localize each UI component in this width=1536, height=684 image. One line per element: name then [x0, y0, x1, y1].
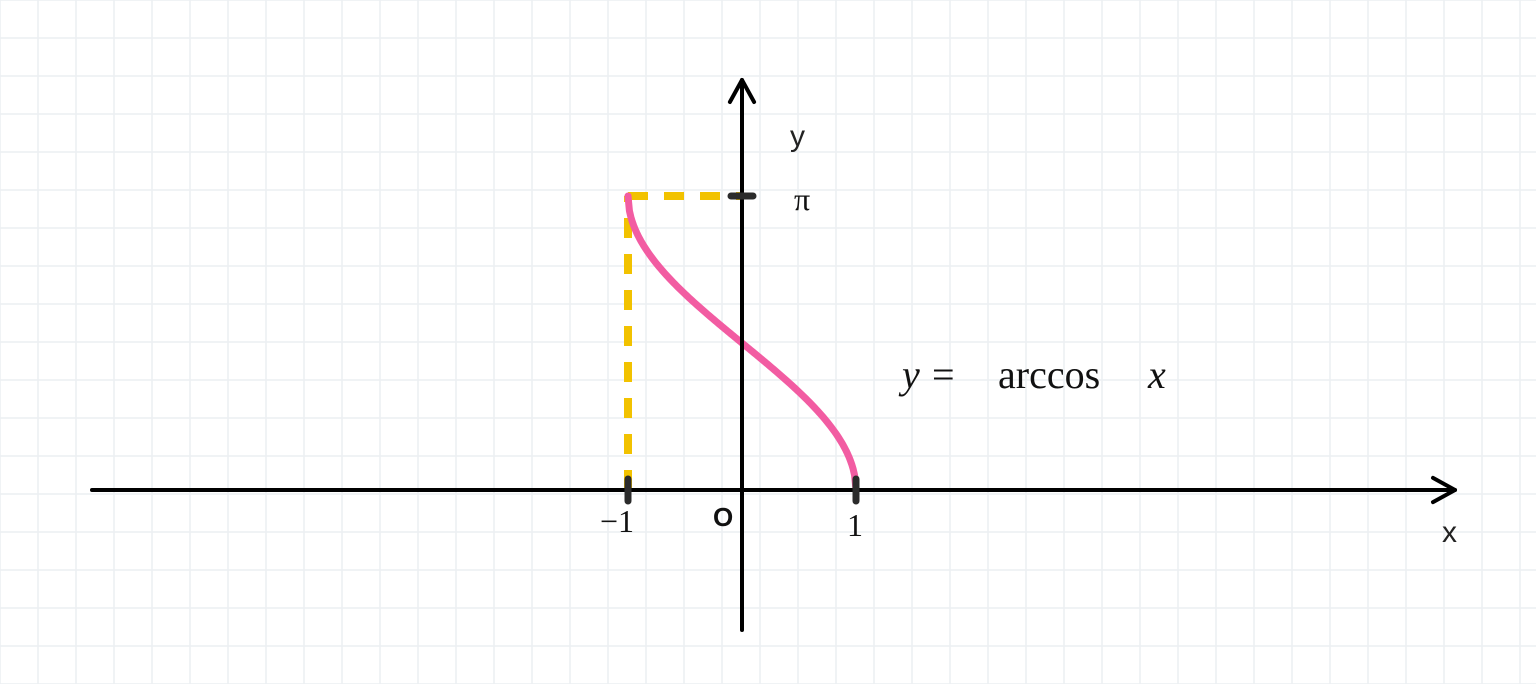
label-pi: π: [794, 181, 810, 217]
label-formula_eq: =: [932, 352, 955, 397]
label-x: x: [1442, 516, 1457, 549]
label-y: y: [790, 120, 805, 153]
axes: [92, 80, 1455, 630]
label-formula_x: x: [1147, 352, 1166, 397]
grid: [0, 0, 1536, 684]
label-formula_fn: arccos: [998, 352, 1100, 397]
label-neg1: −1: [600, 503, 634, 539]
arccos-plot: Oxy−11πy = arccos x: [0, 0, 1536, 684]
label-pos1: 1: [847, 507, 863, 543]
label-o: O: [713, 502, 733, 532]
label-formula_y: y: [898, 352, 920, 397]
guide-lines: [628, 196, 742, 490]
